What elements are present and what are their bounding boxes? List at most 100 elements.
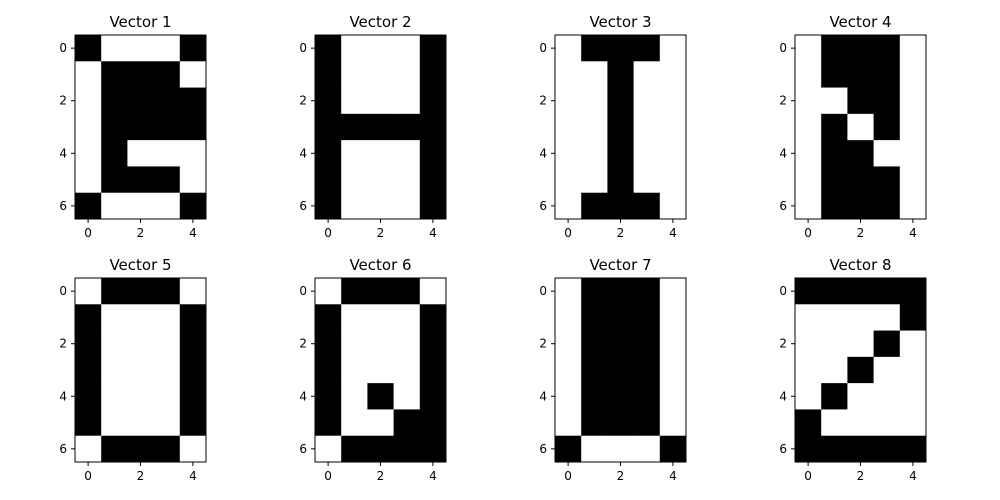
y-tick-label: 6 xyxy=(539,442,547,456)
pixel-cell xyxy=(899,330,927,358)
pixel-cell xyxy=(315,113,342,141)
pixel-cell xyxy=(127,192,154,220)
pixel-cell xyxy=(393,113,421,141)
pixel-cell xyxy=(341,87,368,115)
y-tick-label: 0 xyxy=(539,284,547,298)
pixel-cell xyxy=(581,330,608,358)
pixel-cell xyxy=(101,356,128,384)
pixel-cell xyxy=(101,113,128,141)
pixel-cell xyxy=(341,356,368,384)
pixel-cell xyxy=(179,140,207,167)
pixel-cell xyxy=(101,140,128,167)
pixel-cell xyxy=(821,356,848,384)
pixel-cell xyxy=(127,304,154,331)
x-tick-label: 4 xyxy=(669,226,677,240)
pixel-cell xyxy=(847,35,874,62)
x-tick-label: 4 xyxy=(909,226,917,240)
x-tick-label: 2 xyxy=(377,226,385,240)
pixel-cell xyxy=(873,409,901,437)
pixel-cell xyxy=(75,356,102,384)
pixel-cell xyxy=(367,304,394,331)
pixel-cell xyxy=(419,330,447,358)
y-tick-label: 6 xyxy=(779,442,787,456)
pixel-cell xyxy=(179,87,207,115)
panel-title: Vector 5 xyxy=(109,256,171,274)
pixel-cell xyxy=(179,330,207,358)
x-tick-label: 4 xyxy=(189,226,197,240)
pixel-cell xyxy=(607,409,634,437)
x-tick-label: 2 xyxy=(137,469,145,483)
pixel-cell xyxy=(101,278,128,305)
pixel-cell xyxy=(659,435,687,463)
pixel-cell xyxy=(315,330,342,358)
pixel-cell xyxy=(555,140,582,167)
y-tick-label: 2 xyxy=(59,94,67,108)
pixel-cell xyxy=(179,35,207,62)
pixel-cell xyxy=(847,330,874,358)
pixel-cell xyxy=(899,409,927,437)
pixel-cell xyxy=(633,61,661,88)
x-tick-label: 2 xyxy=(617,469,625,483)
pixel-cell xyxy=(393,140,421,167)
y-tick-label: 2 xyxy=(539,337,547,351)
pixel-cell xyxy=(899,113,927,141)
x-tick-label: 0 xyxy=(84,469,92,483)
pixel-cell xyxy=(795,87,822,115)
pixel-cell xyxy=(899,383,927,410)
panel-title: Vector 4 xyxy=(829,13,891,31)
pixel-cell xyxy=(179,383,207,410)
y-tick-label: 6 xyxy=(299,199,307,213)
y-tick-label: 0 xyxy=(59,41,67,55)
pixel-cell xyxy=(341,435,368,463)
x-tick-label: 2 xyxy=(377,469,385,483)
pixel-cell xyxy=(633,409,661,437)
x-tick-label: 2 xyxy=(137,226,145,240)
pixel-cell xyxy=(899,278,927,305)
pixel-cell xyxy=(153,278,181,305)
x-tick-label: 0 xyxy=(324,469,332,483)
pixel-cell xyxy=(659,113,687,141)
pixel-cell xyxy=(873,192,901,220)
pixel-cell xyxy=(633,383,661,410)
pixel-cell xyxy=(393,61,421,88)
pixel-cell xyxy=(659,140,687,167)
pixel-cell xyxy=(607,113,634,141)
pixel-cell xyxy=(393,409,421,437)
pixel-cell xyxy=(367,87,394,115)
pixel-cell xyxy=(795,435,822,463)
pixel-cell xyxy=(75,140,102,167)
pixel-cell xyxy=(659,61,687,88)
y-tick-label: 4 xyxy=(539,389,547,403)
pixel-cell xyxy=(873,304,901,331)
y-tick-label: 4 xyxy=(539,146,547,160)
pixel-cell xyxy=(419,166,447,194)
x-tick-label: 0 xyxy=(564,226,572,240)
pixel-cell xyxy=(101,330,128,358)
pixel-cell xyxy=(179,61,207,88)
pixel-cell xyxy=(581,192,608,220)
pixel-cell xyxy=(659,192,687,220)
pixel-cell xyxy=(795,166,822,194)
pixel-cell xyxy=(153,330,181,358)
pixel-cell xyxy=(153,383,181,410)
pixel-cell xyxy=(179,278,207,305)
pixel-cell xyxy=(127,356,154,384)
pixel-cell xyxy=(847,166,874,194)
pixel-cell xyxy=(659,166,687,194)
pixel-cell xyxy=(795,192,822,220)
pixel-cell xyxy=(581,61,608,88)
pixel-cell xyxy=(153,166,181,194)
pixel-cell xyxy=(795,330,822,358)
pixel-cell xyxy=(153,140,181,167)
pixel-cell xyxy=(341,192,368,220)
pixel-cell xyxy=(847,87,874,115)
pixel-cell xyxy=(633,87,661,115)
pixel-cell xyxy=(581,140,608,167)
pixel-cell xyxy=(659,304,687,331)
y-tick-label: 0 xyxy=(779,284,787,298)
pixel-cell xyxy=(847,409,874,437)
pixel-cell xyxy=(555,304,582,331)
y-tick-label: 0 xyxy=(539,41,547,55)
pixel-cell xyxy=(179,435,207,463)
y-tick-label: 2 xyxy=(59,337,67,351)
